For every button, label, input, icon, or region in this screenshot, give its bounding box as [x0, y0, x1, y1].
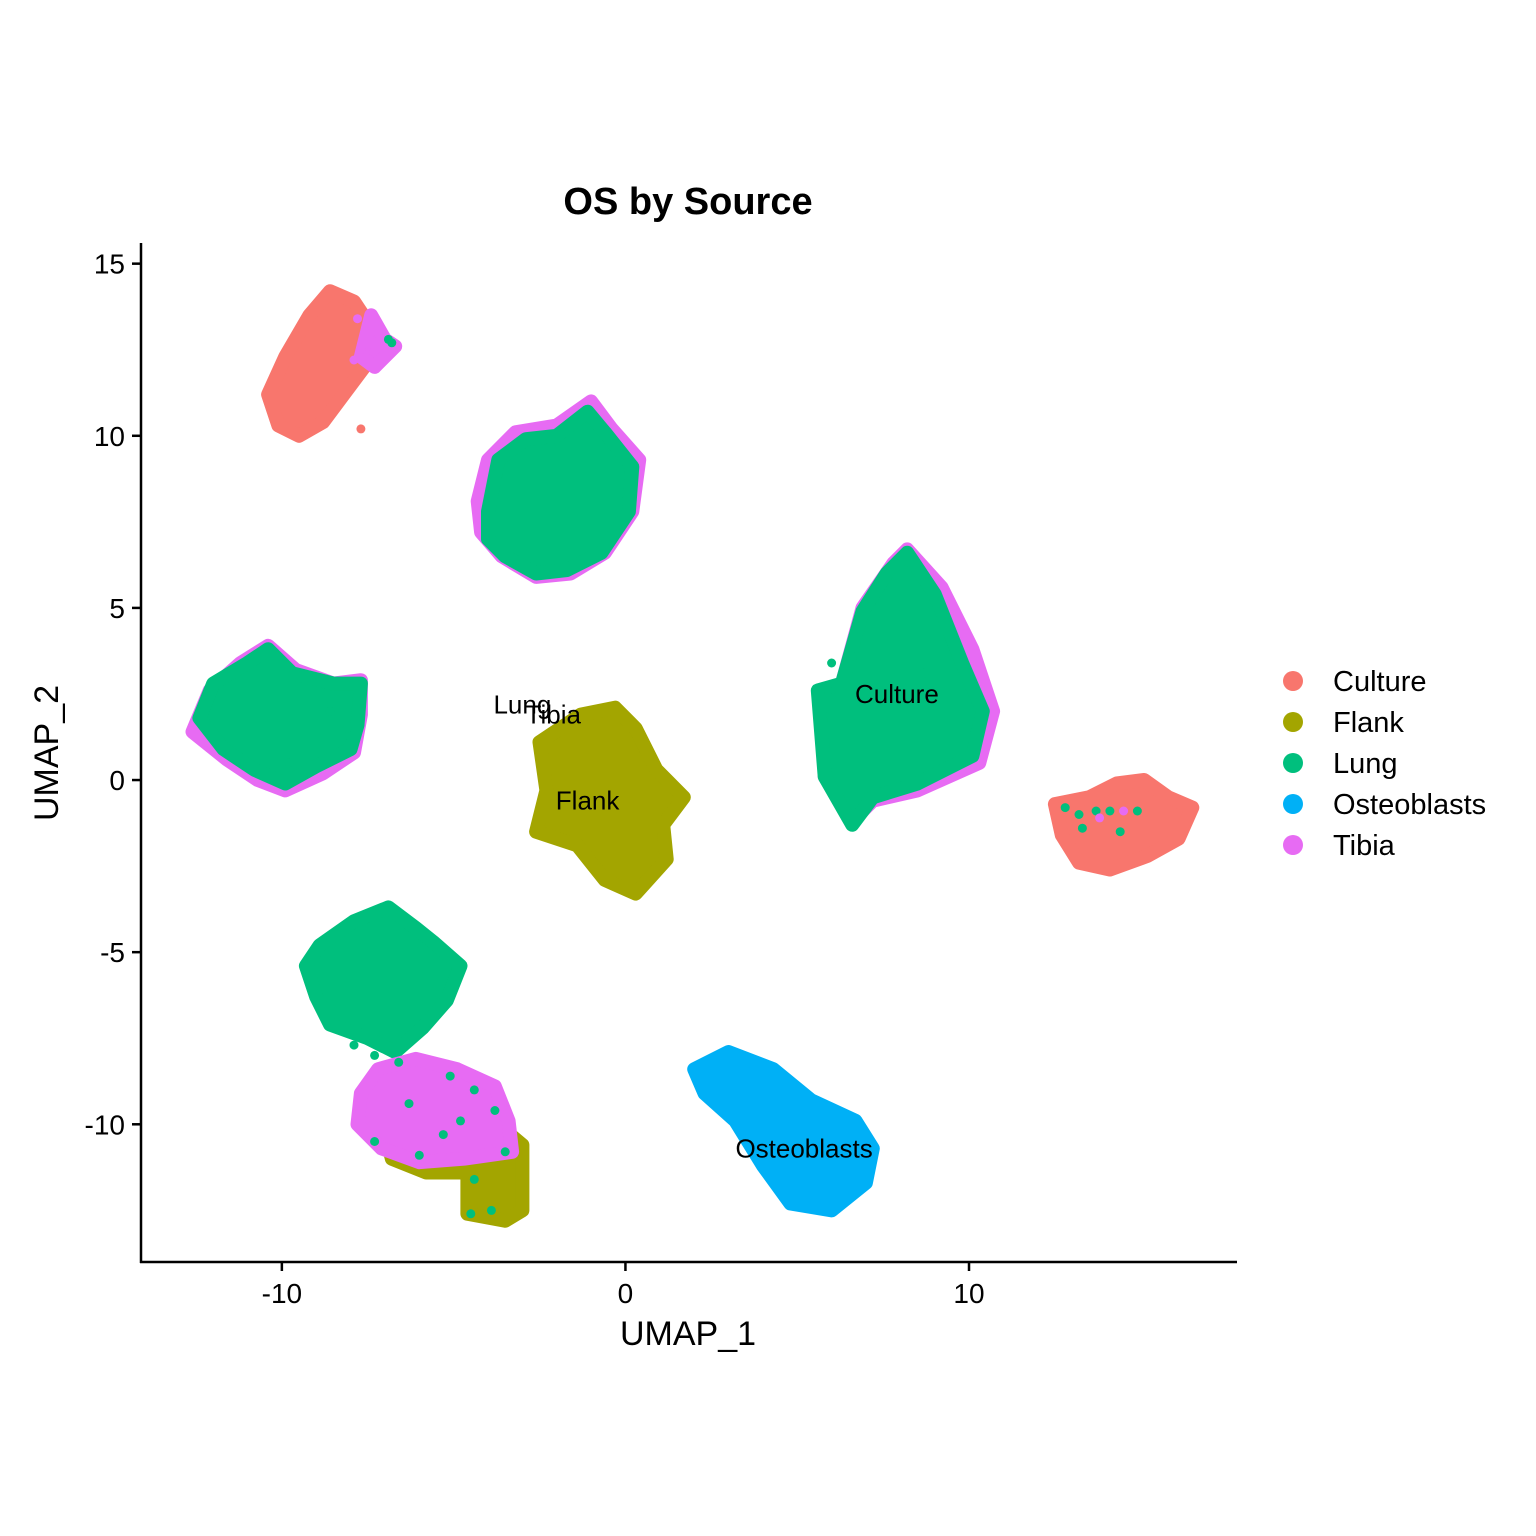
point-lung-14 — [469, 1174, 479, 1184]
point-lung-15 — [486, 1205, 496, 1215]
legend-label-tibia: Tibia — [1333, 830, 1396, 862]
point-lung-16 — [466, 1209, 476, 1219]
y-tick-label: 0 — [109, 765, 125, 796]
point-lung-22 — [847, 651, 857, 661]
point-lung-29 — [1115, 827, 1125, 837]
point-lung-11 — [414, 1150, 424, 1160]
y-tick-label: 5 — [109, 593, 125, 624]
legend-label-lung: Lung — [1333, 748, 1398, 780]
cluster-culture-9 — [1047, 773, 1200, 877]
clusters-layer — [185, 284, 1200, 1228]
cluster-lung-10 — [298, 900, 468, 1059]
chart-title: OS by Source — [563, 181, 812, 223]
cluster-label-osteoblasts: Osteoblasts — [735, 1133, 872, 1163]
legend-label-osteoblasts: Osteoblasts — [1333, 789, 1486, 821]
point-lung-3 — [370, 1050, 380, 1060]
cluster-label-tibia: Tibia — [526, 700, 582, 730]
point-lung-23 — [919, 668, 929, 678]
point-tibia-2 — [349, 355, 359, 365]
point-culture-0 — [356, 424, 366, 434]
point-lung-7 — [490, 1106, 500, 1115]
y-tick-label: -10 — [85, 1109, 125, 1140]
point-lung-5 — [445, 1071, 455, 1081]
x-axis-ticks: -10 0 10 — [262, 1262, 985, 1309]
point-lung-30 — [1132, 806, 1142, 816]
point-lung-19 — [325, 706, 335, 716]
point-lung-25 — [1074, 810, 1084, 819]
cluster-flank-6 — [529, 700, 691, 901]
legend-key-culture — [1283, 671, 1303, 691]
point-tibia-4 — [1119, 806, 1129, 816]
point-tibia-1 — [356, 345, 366, 355]
cluster-lung-8 — [810, 545, 990, 832]
y-axis-ticks: -10 -5 0 5 10 15 — [85, 249, 141, 1140]
y-tick-label: 10 — [94, 421, 125, 452]
point-lung-13 — [500, 1147, 510, 1157]
cluster-label-flank: Flank — [556, 786, 621, 816]
x-axis-title: UMAP_1 — [620, 1315, 756, 1353]
legend-key-lung — [1283, 753, 1303, 773]
point-lung-1 — [383, 334, 393, 344]
point-lung-27 — [1077, 823, 1087, 833]
legend: Culture Flank Lung Osteoblasts Tibia — [1283, 666, 1486, 862]
point-lung-2 — [349, 1040, 359, 1050]
point-lung-10 — [370, 1137, 380, 1146]
cluster-label-culture: Culture — [855, 679, 939, 709]
point-lung-12 — [456, 1116, 465, 1126]
point-lung-24 — [1060, 803, 1070, 813]
point-lung-21 — [823, 686, 833, 695]
legend-label-culture: Culture — [1333, 666, 1427, 698]
point-lung-20 — [827, 658, 837, 668]
point-lung-4 — [394, 1057, 404, 1067]
legend-key-osteoblasts — [1283, 794, 1303, 814]
point-lung-6 — [469, 1085, 479, 1095]
point-lung-8 — [404, 1099, 414, 1109]
cluster-tibia-12 — [350, 1051, 520, 1170]
y-tick-label: -5 — [100, 937, 125, 968]
point-lung-9 — [438, 1130, 448, 1140]
legend-label-flank: Flank — [1333, 707, 1404, 739]
cluster-lung-3 — [481, 404, 640, 581]
point-tibia-0 — [353, 314, 362, 324]
points-layer — [284, 314, 1142, 1219]
y-tick-label: 15 — [94, 249, 125, 280]
cluster-osteoblasts-13 — [687, 1045, 880, 1218]
x-tick-label: 10 — [953, 1278, 984, 1309]
point-tibia-3 — [1095, 813, 1105, 823]
x-tick-label: 0 — [618, 1278, 634, 1309]
y-axis-title: UMAP_2 — [28, 685, 66, 821]
point-lung-17 — [342, 723, 352, 733]
point-lung-18 — [284, 758, 294, 768]
cluster-lung-5 — [192, 642, 368, 791]
cluster-label-lung: Lung — [493, 689, 551, 719]
x-tick-label: -10 — [262, 1278, 302, 1309]
legend-key-tibia — [1283, 835, 1303, 855]
point-lung-28 — [1105, 806, 1115, 816]
point-lung-26 — [1091, 806, 1101, 816]
legend-key-flank — [1283, 712, 1303, 732]
